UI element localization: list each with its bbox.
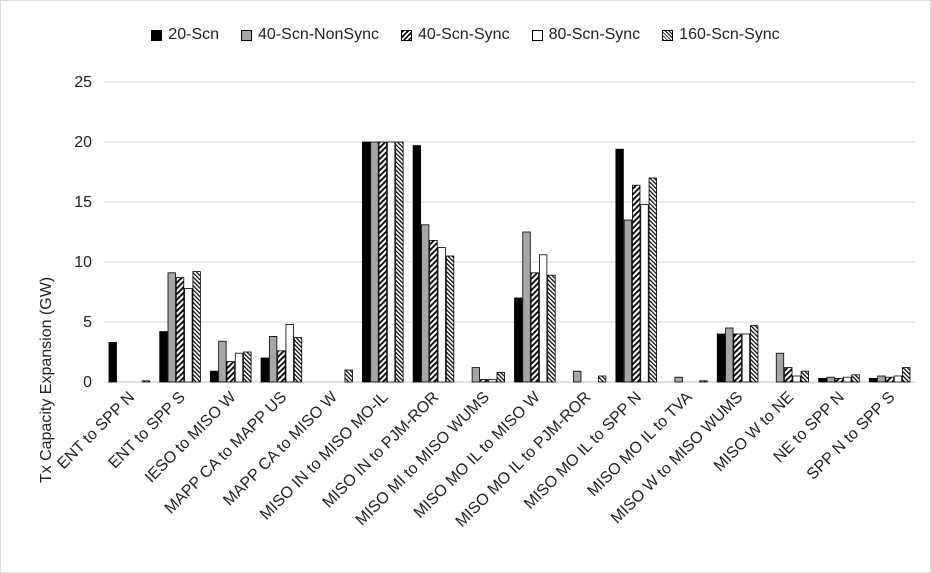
bar-40-scn-sync [834, 377, 844, 383]
bar-160-scn-sync [243, 351, 252, 383]
bar-80-scn-sync [437, 247, 446, 383]
bar-160-scn-sync [597, 375, 607, 383]
legend-swatch-160-scn-sync [662, 29, 674, 41]
x-tick-label: SPP N to SPP S [804, 389, 899, 484]
bar-160-scn-sync [395, 141, 404, 383]
legend-swatch-80-scn-sync [531, 29, 543, 41]
bar-80-scn-sync [640, 203, 649, 383]
bar-40-scn-nonsync [167, 272, 176, 383]
legend-label: 160-Scn-Sync [679, 26, 780, 43]
bar-20-scn [362, 141, 371, 383]
bars [108, 141, 911, 383]
bar-80-scn-sync [843, 376, 852, 383]
bar-20-scn [716, 333, 726, 383]
legend-item-40-scn-sync: 40-Scn-Sync [400, 26, 510, 44]
y-tick-label: 25 [74, 74, 92, 91]
bar-20-scn [868, 377, 878, 383]
bar-160-scn-sync [648, 177, 657, 383]
y-tick-label: 10 [74, 254, 92, 271]
bar-40-scn-nonsync [370, 141, 379, 383]
bar-80-scn-sync [184, 287, 193, 383]
bar-40-scn-nonsync [674, 376, 683, 383]
bar-20-scn [159, 331, 168, 383]
bar-40-scn-nonsync [522, 231, 531, 383]
legend-label: 40-Scn-Sync [417, 26, 510, 43]
bar-40-scn-sync [480, 379, 489, 383]
bar-160-scn-sync [800, 370, 810, 383]
bar-160-scn-sync [699, 380, 708, 383]
bar-40-scn-sync [175, 277, 185, 383]
y-tick-label: 0 [83, 374, 92, 391]
bar-80-scn-sync [488, 379, 497, 383]
bar-80-scn-sync [234, 352, 244, 383]
bar-40-scn-nonsync [826, 376, 835, 383]
bar-40-scn-sync [885, 376, 894, 383]
bar-20-scn [615, 148, 624, 383]
legend-swatch-40-scn-sync [400, 29, 412, 41]
bar-40-scn-sync [530, 272, 539, 383]
bar-160-scn-sync [750, 325, 759, 383]
y-tick-label: 20 [74, 134, 92, 151]
legend-item-40-scn-nonsync: 40-Scn-NonSync [241, 26, 379, 44]
bar-40-scn-nonsync [623, 219, 633, 383]
legend-swatch-40-scn-nonsync [241, 29, 253, 41]
bar-40-scn-sync [226, 361, 235, 383]
bar-160-scn-sync [547, 274, 556, 383]
bar-40-scn-sync [378, 141, 387, 383]
legend-swatch-20-scn [151, 29, 163, 41]
bar-80-scn-sync [538, 254, 548, 383]
bar-160-scn-sync [344, 369, 353, 383]
legend-item-80-scn-sync: 80-Scn-Sync [531, 26, 641, 44]
bar-40-scn-nonsync [218, 340, 227, 383]
legend: 20-Scn 40-Scn-NonSync 40-Scn-Sync 80-Scn… [0, 26, 931, 44]
bar-40-scn-sync [429, 239, 438, 383]
bar-20-scn [108, 341, 117, 383]
legend-label: 20-Scn [168, 26, 220, 43]
bar-160-scn-sync [141, 380, 151, 383]
legend-label: 40-Scn-NonSync [258, 26, 379, 43]
bar-40-scn-sync [277, 350, 286, 383]
legend-label: 80-Scn-Sync [548, 26, 641, 43]
bar-40-scn-nonsync [573, 370, 582, 383]
bar-80-scn-sync [285, 323, 294, 383]
bar-160-scn-sync [445, 255, 455, 383]
legend-item-160-scn-sync: 160-Scn-Sync [662, 26, 780, 44]
bar-40-scn-sync [632, 184, 641, 383]
bar-40-scn-nonsync [421, 224, 430, 383]
bar-20-scn [209, 370, 219, 383]
x-tick-label: IESO to MISO W [142, 388, 240, 486]
bar-160-scn-sync [851, 374, 860, 383]
y-tick-label: 5 [83, 314, 92, 331]
bar-40-scn-nonsync [471, 367, 481, 383]
bar-80-scn-sync [741, 333, 751, 383]
y-tick-labels: 0 5 10 15 20 25 [74, 74, 92, 391]
bar-40-scn-sync [733, 333, 742, 383]
legend-item-20-scn: 20-Scn [151, 26, 219, 44]
bar-160-scn-sync [902, 367, 911, 383]
bar-40-scn-nonsync [877, 375, 886, 383]
bar-20-scn [260, 357, 269, 383]
gridlines [104, 81, 915, 383]
bar-160-scn-sync [192, 271, 201, 383]
y-tick-label: 15 [74, 194, 92, 211]
bar-80-scn-sync [386, 141, 396, 383]
bar-20-scn [514, 297, 523, 383]
bar-80-scn-sync [893, 375, 903, 383]
bar-40-scn-nonsync [775, 352, 785, 383]
bar-80-scn-sync [792, 375, 801, 383]
bar-40-scn-nonsync [725, 327, 734, 383]
bar-20-scn [818, 377, 827, 383]
bar-40-scn-sync [784, 367, 793, 383]
bar-160-scn-sync [293, 337, 303, 383]
bar-20-scn [412, 145, 422, 383]
bar-160-scn-sync [496, 371, 505, 383]
bar-40-scn-nonsync [268, 335, 278, 383]
